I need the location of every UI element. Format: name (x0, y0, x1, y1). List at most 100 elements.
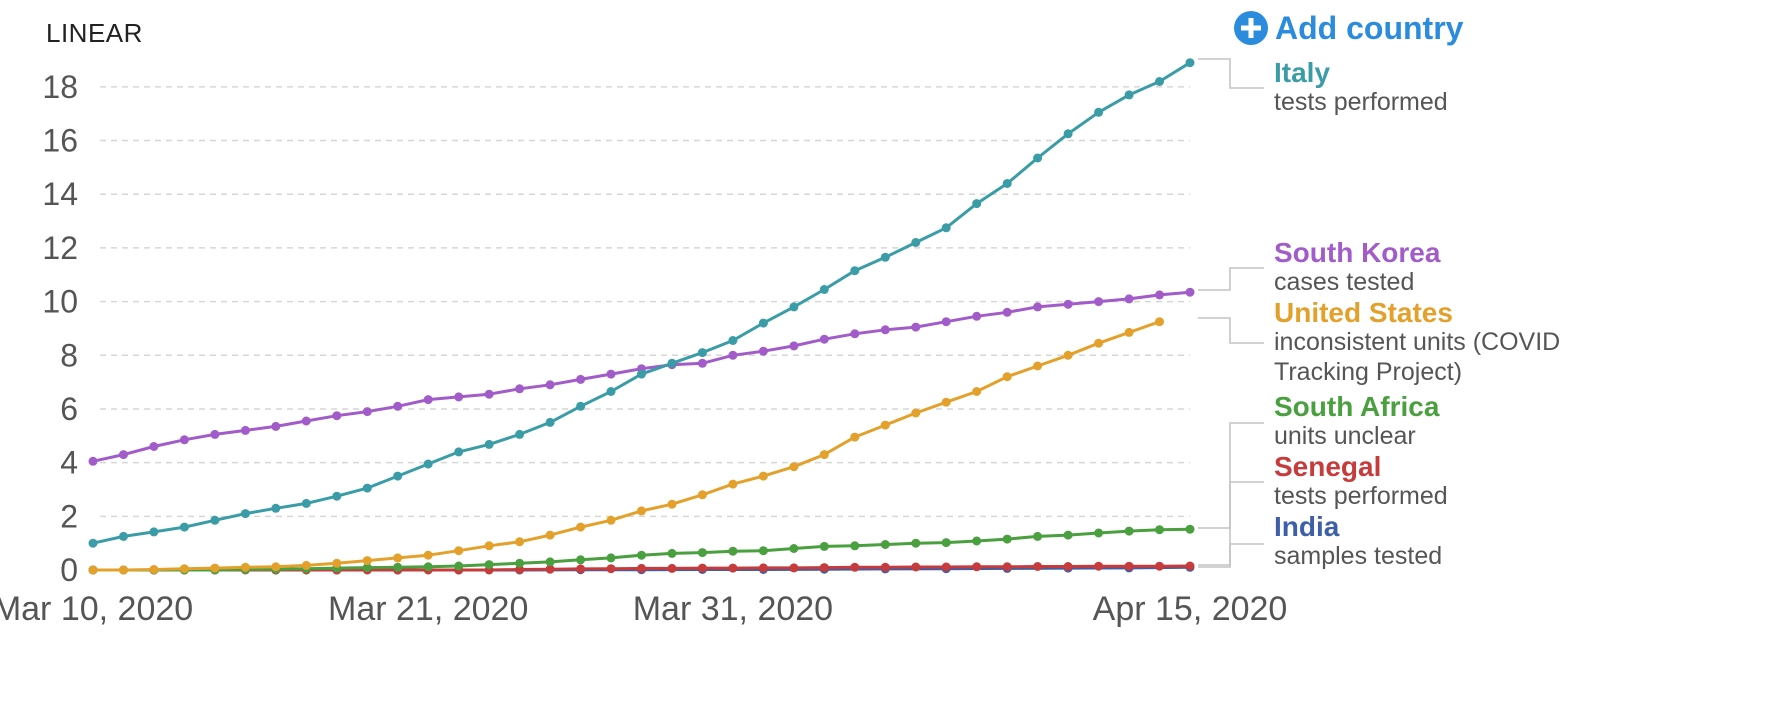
data-point (576, 555, 586, 565)
data-point (393, 562, 403, 572)
data-point (758, 546, 768, 556)
legend-connector (1198, 317, 1264, 344)
data-point (758, 471, 768, 481)
y-tick-label: 10 (42, 284, 78, 320)
data-point (819, 563, 829, 573)
data-point (454, 392, 464, 402)
data-point (1155, 290, 1164, 300)
data-point (332, 411, 342, 421)
legend-connector (1198, 58, 1264, 89)
data-point (454, 546, 464, 556)
data-point (515, 429, 525, 439)
data-point (941, 223, 951, 233)
data-point (911, 538, 921, 548)
data-point (789, 341, 799, 351)
data-point (697, 548, 707, 558)
data-point (1124, 526, 1134, 536)
data-point (1094, 528, 1104, 538)
data-point (1185, 524, 1195, 534)
legend-connector (1198, 267, 1264, 291)
data-point (1063, 562, 1073, 571)
data-point (545, 557, 555, 567)
data-point (850, 432, 860, 442)
plus-circle-icon (1234, 11, 1268, 45)
legend-description: inconsistent units (COVID (1274, 328, 1560, 356)
data-point (637, 563, 646, 573)
data-point (667, 563, 677, 573)
data-point (362, 483, 372, 493)
y-tick-label: 12 (42, 230, 78, 266)
data-point (1124, 561, 1134, 571)
data-point (1033, 562, 1043, 571)
data-point (1002, 372, 1012, 382)
data-point (88, 565, 98, 575)
data-point (1185, 561, 1195, 571)
data-point (362, 407, 372, 417)
add-country-label: Add country (1275, 10, 1464, 46)
data-point (88, 456, 98, 466)
data-point (637, 369, 646, 379)
data-point (484, 541, 494, 551)
data-point (271, 562, 281, 572)
data-point (880, 325, 890, 335)
series-line-italy (92, 61, 1191, 545)
data-point (1063, 129, 1073, 139)
data-point (941, 317, 951, 327)
data-point (240, 425, 250, 435)
data-point (941, 397, 951, 407)
data-point (484, 439, 494, 449)
data-point (301, 416, 311, 426)
data-point (911, 562, 921, 572)
data-point (119, 565, 128, 575)
data-point (423, 562, 433, 572)
data-point (819, 450, 829, 460)
data-point (149, 565, 159, 574)
legend-connector (1198, 422, 1264, 529)
data-point (179, 522, 189, 532)
data-point (1033, 153, 1043, 163)
data-point (819, 285, 829, 294)
data-point (819, 541, 829, 551)
data-point (1124, 294, 1134, 304)
data-point (667, 499, 677, 509)
data-point (758, 563, 768, 573)
data-point (1002, 534, 1012, 544)
data-point (880, 540, 890, 549)
x-tick-label: Mar 21, 2020 (328, 590, 528, 628)
data-point (850, 329, 860, 339)
data-point (423, 550, 433, 560)
y-tick-label: 8 (60, 337, 78, 373)
y-tick-label: 14 (42, 176, 78, 212)
scale-toggle-linear[interactable]: LINEAR (46, 18, 143, 48)
data-point (789, 462, 799, 472)
data-point (1094, 338, 1104, 348)
data-point (667, 358, 677, 368)
data-point (1094, 561, 1104, 571)
data-point (1033, 531, 1043, 541)
series-line-united-states (93, 320, 1160, 572)
data-point (332, 558, 342, 568)
data-point (728, 479, 738, 489)
data-point (941, 562, 951, 572)
data-point (362, 556, 372, 566)
data-point (850, 266, 860, 276)
data-point (1063, 299, 1073, 309)
data-point (911, 322, 921, 332)
data-point (972, 311, 982, 321)
data-point (1033, 302, 1043, 312)
data-point (911, 408, 921, 418)
add-country-button[interactable]: Add country (1234, 10, 1464, 46)
data-point (972, 199, 982, 209)
data-point (423, 459, 433, 469)
data-point (149, 527, 159, 537)
data-point (393, 401, 403, 411)
